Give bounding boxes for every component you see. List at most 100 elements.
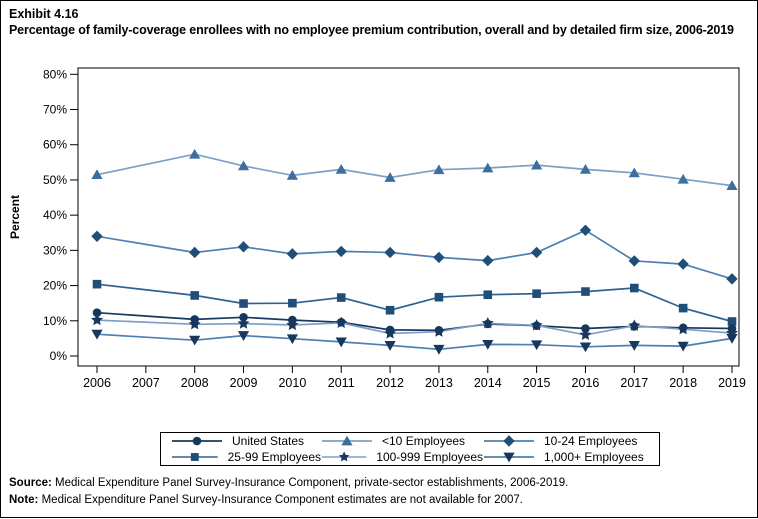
legend-label: 25-99 Employees [227, 450, 321, 464]
star-marker [338, 451, 350, 462]
y-axis-tick-label: 70% [43, 103, 67, 117]
x-axis-tick-label: 2012 [376, 376, 404, 390]
diamond-marker [433, 251, 445, 264]
triangle-marker [91, 169, 103, 180]
triangle-marker [628, 167, 640, 178]
diamond-marker [384, 246, 396, 259]
x-axis-tick-label: 2019 [718, 376, 746, 390]
series-10-employees [91, 148, 738, 190]
star-marker [432, 325, 445, 337]
triangle-marker [677, 173, 689, 184]
y-axis-tick-label: 60% [43, 138, 67, 152]
star-legend-icon [321, 451, 367, 462]
y-axis-tick-label: 30% [43, 243, 67, 257]
y-axis-tick-label: 80% [43, 67, 67, 81]
y-axis-tick-label: 20% [43, 279, 67, 293]
diamond-marker [579, 224, 592, 236]
diamond-marker [628, 255, 641, 267]
triangle-marker [579, 163, 592, 174]
triangleDown-marker [433, 344, 445, 355]
legend-label: United States [232, 434, 305, 448]
triangle-marker [726, 180, 738, 190]
square-marker [434, 292, 444, 302]
legend-item-10-24-employees: 10-24 Employees [483, 434, 655, 448]
square-marker [678, 303, 688, 313]
x-axis-tick-label: 2009 [230, 376, 258, 390]
source-line: Source: Medical Expenditure Panel Survey… [9, 475, 753, 491]
star-marker [530, 319, 543, 331]
y-axis-tick-label: 0% [50, 349, 68, 363]
square-marker [190, 453, 199, 461]
circle-marker [581, 324, 590, 333]
source-label: Source: [9, 477, 52, 489]
series-100-999-employees [91, 313, 738, 340]
diamond-marker [188, 246, 201, 259]
star-marker [579, 328, 592, 340]
star-marker [384, 327, 397, 339]
triangle-marker [237, 160, 250, 171]
diamond-marker [677, 258, 689, 270]
triangle-marker [433, 164, 445, 175]
source-text: Medical Expenditure Panel Survey-Insuran… [55, 477, 569, 489]
triangleDown-marker [482, 339, 494, 350]
triangleDown-marker [503, 452, 515, 463]
x-axis-tick-label: 2018 [669, 376, 697, 390]
x-axis-tick-label: 2007 [132, 376, 160, 390]
circle-marker [92, 308, 102, 317]
triangleDown-marker [579, 342, 592, 353]
x-axis-tick-label: 2015 [523, 376, 551, 390]
legend-item-10-employees: <10 Employees [321, 434, 483, 448]
series-1-000-employees [91, 329, 738, 355]
star-marker [628, 319, 641, 331]
diamond-marker [286, 248, 299, 260]
diamond-marker [503, 435, 515, 447]
triangleDown-marker [286, 334, 298, 345]
x-axis-tick-label: 2014 [474, 376, 502, 390]
diamond-marker [726, 273, 738, 285]
diamond-marker [482, 254, 494, 267]
note-line: Note: Medical Expenditure Panel Survey-I… [9, 492, 753, 508]
star-marker [91, 313, 103, 326]
legend-item-united-states: United States [171, 434, 321, 448]
square-marker [239, 299, 248, 308]
x-axis-tick-label: 2016 [572, 376, 600, 390]
star-marker [481, 316, 494, 329]
diamond-marker [335, 245, 347, 258]
square-marker [92, 279, 102, 289]
square-marker [483, 290, 493, 300]
triangle-marker [189, 148, 201, 159]
triangle-marker [384, 172, 396, 182]
note-text: Medical Expenditure Panel Survey-Insuran… [41, 494, 523, 506]
page-title: Percentage of family-coverage enrollees … [9, 23, 734, 37]
x-axis-tick-label: 2008 [181, 376, 209, 390]
plot-frame [77, 67, 740, 367]
star-marker [677, 322, 690, 335]
triangleDown-legend-icon [484, 452, 534, 463]
legend-item-25-99-employees: 25-99 Employees [171, 450, 321, 464]
y-axis-tick-label: 50% [43, 173, 67, 187]
chart-header: Exhibit 4.16 Percentage of family-covera… [9, 6, 749, 38]
x-axis-tick-label: 2011 [328, 376, 355, 390]
star-marker [237, 317, 250, 329]
triangleDown-marker [335, 337, 347, 348]
square-marker [581, 287, 590, 296]
square-legend-icon [171, 453, 218, 461]
square-marker [385, 305, 395, 315]
star-marker [335, 316, 348, 328]
diamond-marker [237, 241, 250, 253]
series-10-24-employees [91, 224, 738, 285]
legend-label: 1,000+ Employees [544, 450, 644, 464]
star-marker [188, 318, 201, 330]
x-axis-tick-label: 2010 [278, 376, 306, 390]
triangle-marker [286, 169, 298, 180]
y-axis-tick-label: 40% [43, 208, 67, 222]
exhibit-number: Exhibit 4.16 [9, 7, 79, 21]
series-25-99-employees [92, 279, 737, 326]
square-marker [727, 317, 737, 326]
triangleDown-marker [677, 341, 689, 352]
diamond-marker [530, 246, 543, 259]
triangleDown-marker [237, 331, 250, 341]
triangle-marker [335, 163, 347, 174]
